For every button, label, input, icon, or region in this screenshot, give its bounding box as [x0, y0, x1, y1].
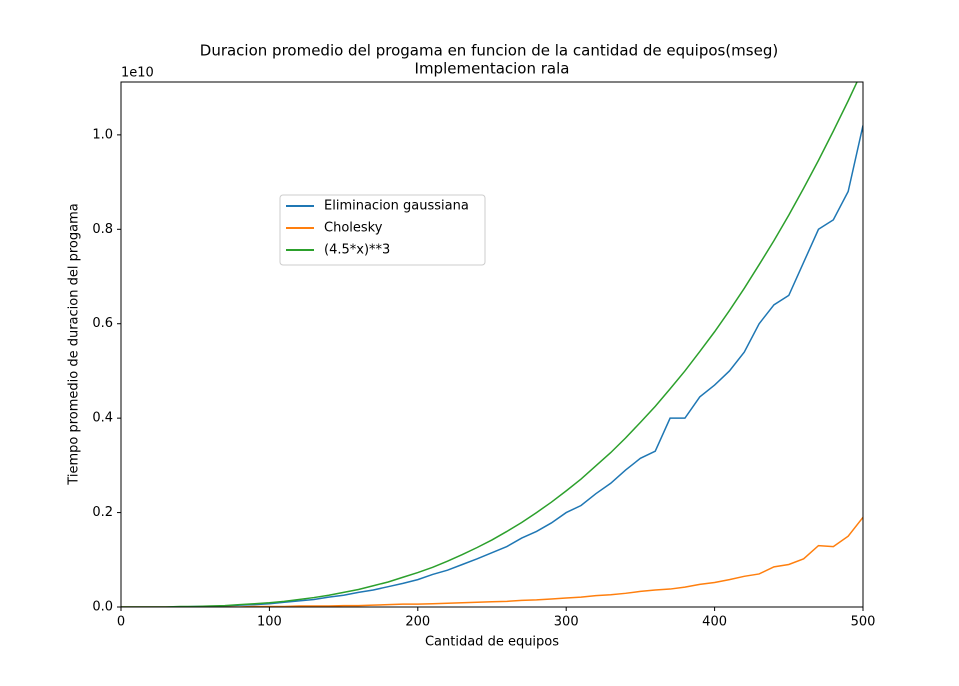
y-tick-label: 0.4	[92, 411, 113, 426]
y-tick-label: 0.8	[92, 222, 113, 237]
y-tick-label: 0.6	[92, 316, 113, 331]
y-offset-label: 1e10	[121, 66, 154, 81]
plot-frame	[120, 81, 864, 608]
x-tick-label: 300	[554, 615, 579, 630]
y-tick-label: 0.2	[92, 505, 113, 520]
x-tick-label: 500	[851, 615, 876, 630]
legend-label: (4.5*x)**3	[324, 243, 390, 258]
legend-label: Cholesky	[324, 221, 383, 236]
y-tick-label: 0.0	[92, 600, 113, 615]
x-tick-label: 0	[117, 615, 125, 630]
legend-box	[279, 194, 486, 266]
legend: Eliminacion gaussiana Cholesky (4.5*x)**3	[279, 194, 486, 266]
legend-label: Eliminacion gaussiana	[324, 199, 469, 214]
x-tick-label: 400	[702, 615, 727, 630]
series-line	[121, 82, 858, 607]
x-tick-label: 200	[405, 615, 430, 630]
y-axis-label: Tiempo promedio de duracion del progama	[67, 203, 82, 485]
y-tick-label: 1.0	[92, 127, 113, 142]
x-axis-label: Cantidad de equipos	[425, 635, 559, 650]
x-tick-label: 100	[257, 615, 282, 630]
chart-title: Duracion promedio del progama en funcion…	[200, 42, 778, 60]
chart-subtitle: Implementacion rala	[415, 60, 570, 78]
